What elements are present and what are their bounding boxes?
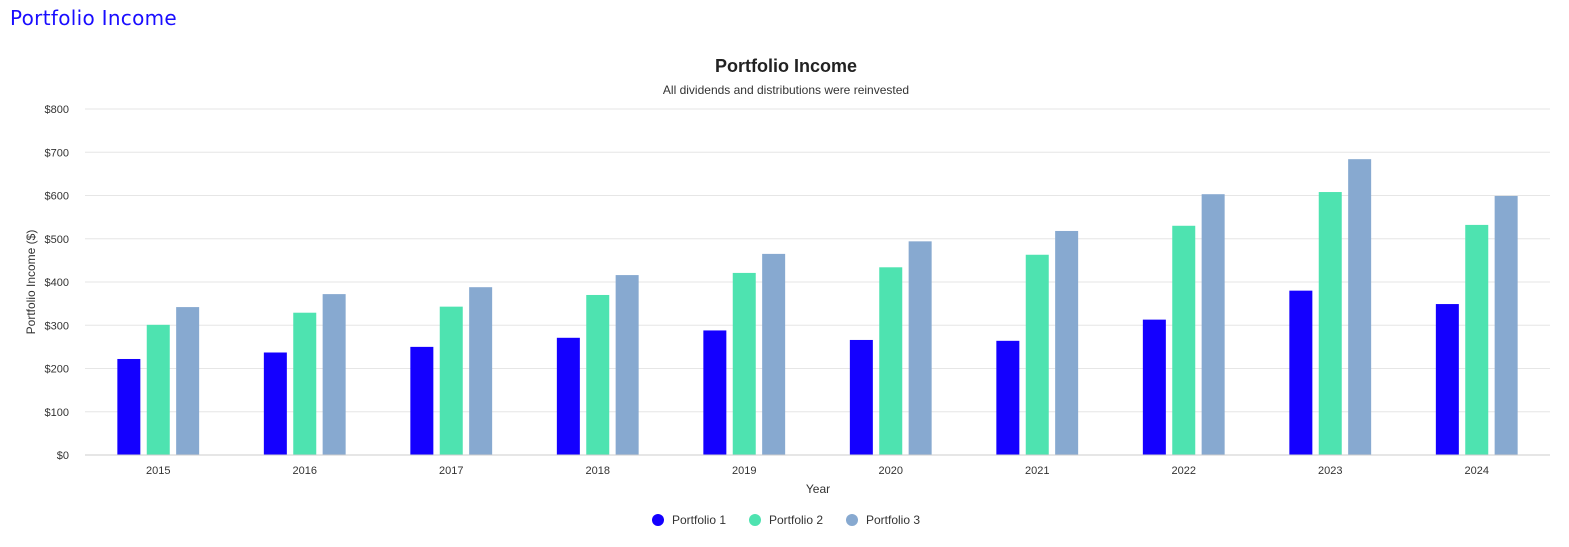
y-tick-label: $800	[45, 104, 69, 116]
bar-portfolio-3-2016	[322, 294, 346, 455]
chart-title: Portfolio Income	[715, 56, 857, 76]
bar-portfolio-2-2017	[439, 306, 463, 455]
bar-portfolio-1-2015	[117, 358, 141, 455]
y-tick-label: $500	[45, 234, 69, 246]
chart-subtitle: All dividends and distributions were rei…	[663, 83, 909, 97]
bar-portfolio-1-2016	[263, 352, 287, 455]
bar-portfolio-2-2022	[1172, 225, 1196, 455]
y-tick-label: $300	[45, 320, 69, 332]
legend-swatch	[846, 514, 858, 526]
y-tick-label: $0	[57, 450, 69, 462]
x-tick-label: 2018	[586, 465, 610, 477]
bar-portfolio-3-2022	[1201, 194, 1225, 455]
y-tick-label: $200	[45, 364, 69, 376]
y-axis-label: Portfolio Income ($)	[24, 230, 38, 335]
bar-portfolio-1-2021	[996, 340, 1020, 455]
bar-portfolio-2-2024	[1465, 224, 1489, 455]
bar-portfolio-2-2020	[879, 267, 903, 455]
bar-portfolio-3-2021	[1055, 230, 1079, 455]
bar-portfolio-1-2022	[1142, 319, 1166, 455]
page-heading: Portfolio Income	[10, 6, 178, 30]
bar-portfolio-3-2018	[615, 275, 639, 455]
x-tick-label: 2021	[1025, 465, 1049, 477]
x-tick-label: 2017	[439, 465, 463, 477]
bar-portfolio-2-2018	[586, 294, 610, 455]
bar-portfolio-2-2015	[146, 324, 170, 455]
x-tick-label: 2015	[146, 465, 170, 477]
x-tick-label: 2019	[732, 465, 756, 477]
bar-portfolio-2-2016	[293, 312, 317, 455]
bar-portfolio-3-2019	[762, 253, 786, 455]
bars	[117, 159, 1518, 456]
legend-label: Portfolio 1	[672, 513, 726, 527]
x-tick-label: 2020	[879, 465, 903, 477]
legend-swatch	[749, 514, 761, 526]
y-tick-label: $400	[45, 277, 69, 289]
x-tick-label: 2024	[1465, 465, 1489, 477]
bar-portfolio-3-2023	[1348, 159, 1372, 456]
y-tick-label: $700	[45, 147, 69, 159]
legend: Portfolio 1 Portfolio 2 Portfolio 3	[652, 513, 920, 527]
bar-portfolio-2-2023	[1318, 192, 1342, 456]
bar-portfolio-1-2019	[703, 330, 727, 455]
legend-label: Portfolio 2	[769, 513, 823, 527]
y-tick-label: $100	[45, 407, 69, 419]
bar-portfolio-3-2015	[176, 307, 200, 455]
x-axis-label: Year	[806, 482, 830, 496]
bar-portfolio-3-2024	[1494, 195, 1518, 455]
legend-item-portfolio-3[interactable]: Portfolio 3	[846, 513, 920, 527]
x-tick-label: 2016	[293, 465, 317, 477]
bar-portfolio-1-2023	[1289, 290, 1313, 455]
bar-portfolio-1-2018	[556, 337, 580, 455]
bar-portfolio-3-2017	[469, 287, 493, 455]
legend-swatch	[652, 514, 664, 526]
bar-portfolio-2-2021	[1025, 254, 1049, 455]
bar-portfolio-1-2024	[1435, 304, 1459, 455]
bar-portfolio-1-2020	[849, 339, 873, 455]
y-tick-label: $600	[45, 191, 69, 203]
legend-item-portfolio-1[interactable]: Portfolio 1	[652, 513, 726, 527]
legend-label: Portfolio 3	[866, 513, 920, 527]
x-tick-label: 2022	[1172, 465, 1196, 477]
x-tick-label: 2023	[1318, 465, 1342, 477]
bar-portfolio-1-2017	[410, 346, 434, 455]
y-axis-ticks: $0 $100 $200 $300 $400 $500 $600 $700 $800	[45, 104, 69, 462]
x-axis-ticks: 2015 2016 2017 2018 2019 2020 2021 2022 2023 2024	[146, 465, 1489, 477]
bar-portfolio-2-2019	[732, 272, 756, 455]
legend-item-portfolio-2[interactable]: Portfolio 2	[749, 513, 823, 527]
bar-portfolio-3-2020	[908, 241, 932, 455]
